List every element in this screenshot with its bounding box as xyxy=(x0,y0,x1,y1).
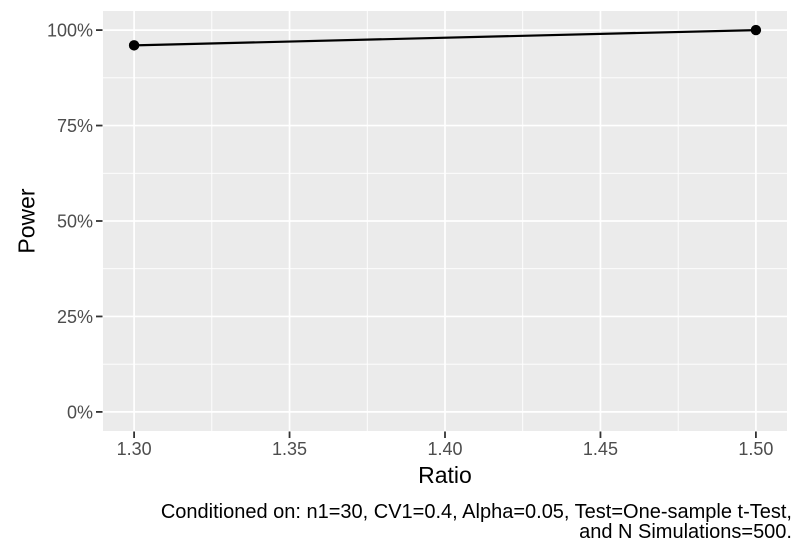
y-axis-title: Power xyxy=(13,188,40,254)
y-tick-label: 50% xyxy=(57,212,93,232)
x-tick-label: 1.35 xyxy=(272,439,307,459)
data-point xyxy=(128,40,140,51)
power-series-line xyxy=(134,28,756,47)
x-tick-label: 1.30 xyxy=(117,439,152,459)
y-tick-label: 0% xyxy=(67,402,93,422)
x-tick-label: 1.50 xyxy=(738,439,773,459)
y-tick-label: 75% xyxy=(57,116,93,136)
data-point xyxy=(750,24,762,36)
x-tick-label: 1.40 xyxy=(427,439,462,459)
y-tick-label: 100% xyxy=(47,21,93,41)
x-tick-label: 1.45 xyxy=(583,439,618,459)
x-axis-title: Ratio xyxy=(418,462,472,488)
caption-line-1: Conditioned on: n1=30, CV1=0.4, Alpha=0.… xyxy=(160,501,792,523)
plot-caption: Conditioned on: n1=30, CV1=0.4, Alpha=0.… xyxy=(161,502,792,542)
caption-line-2: and N Simulations=500. xyxy=(579,521,792,543)
y-tick-label: 25% xyxy=(57,307,93,327)
